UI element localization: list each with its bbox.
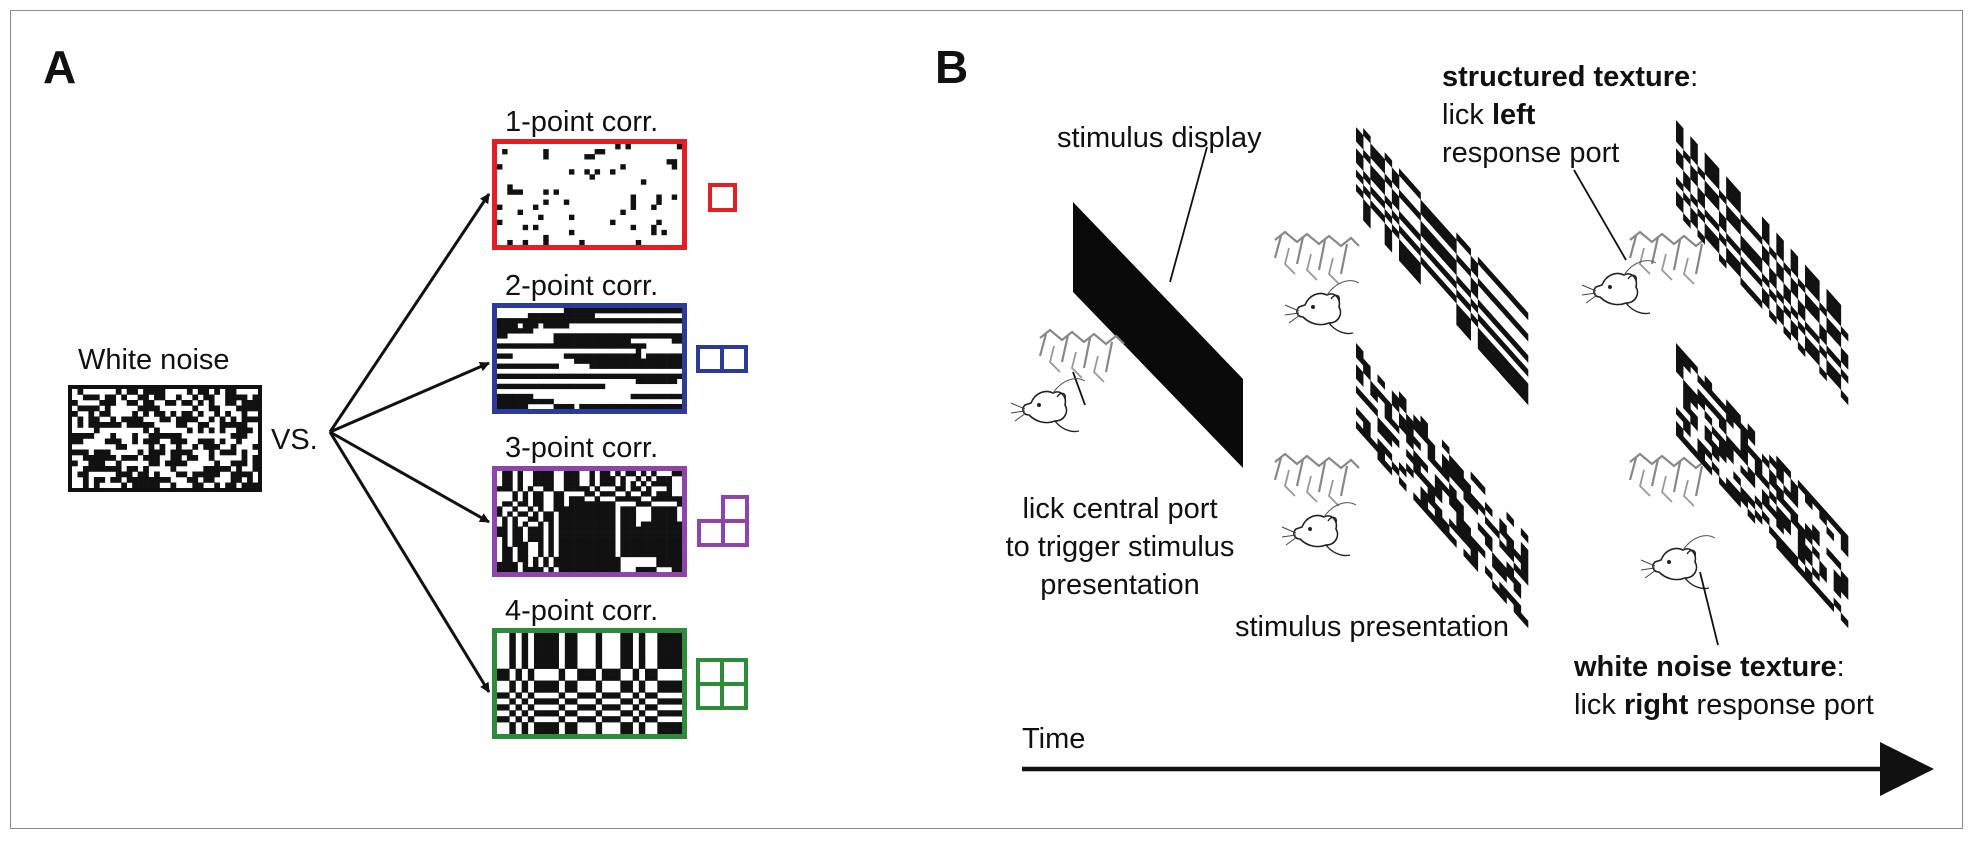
white-noise-response-port: response port: [1688, 689, 1874, 721]
arrow-2pt: [329, 361, 490, 434]
noise-texture-panel-2: [1676, 343, 1849, 629]
stimulus-display-label: stimulus display: [1057, 122, 1262, 154]
panel-a-label: A: [43, 41, 77, 93]
arrow-4pt: [328, 431, 491, 693]
title-3pt: 3-point corr.: [505, 432, 659, 464]
central-port-line-1: lick central port: [1022, 493, 1218, 525]
two-squares-icon: [696, 345, 748, 373]
four-squares-icon: [696, 658, 748, 710]
port-icon-initial: [1038, 328, 1126, 384]
vs-label: VS.: [271, 424, 318, 456]
structured-leader: [1573, 169, 1627, 261]
title-4pt: 4-point corr.: [505, 595, 659, 627]
texture-4pt: [492, 628, 687, 739]
central-port-line-3: presentation: [1040, 569, 1200, 601]
title-2pt: 2-point corr.: [505, 270, 659, 302]
structured-response-port: response port: [1442, 137, 1620, 169]
white-noise-title: White noise: [78, 344, 230, 376]
structured-texture-panel-1: [1356, 120, 1529, 406]
noise-leader: [1699, 571, 1719, 646]
structured-lick: lick: [1442, 99, 1492, 131]
central-port-leader: [1072, 371, 1086, 406]
single-square-icon: [708, 183, 737, 212]
rat-icon-structured-1: [1284, 279, 1360, 335]
title-1pt: 1-point corr.: [505, 106, 659, 138]
stimulus-presentation-label: stimulus presentation: [1235, 611, 1510, 643]
white-noise-texture-title: white noise texture: [1574, 651, 1837, 683]
port-icon-noise-1: [1273, 452, 1361, 508]
structured-texture-panel-2: [1676, 120, 1849, 406]
texture-2pt: [492, 303, 687, 414]
white-noise-colon: :: [1836, 651, 1845, 683]
central-port-label: lick central port to trigger stimulus pr…: [990, 490, 1250, 604]
white-noise-right: right: [1623, 689, 1689, 721]
rat-icon-initial: [1010, 377, 1086, 433]
noise-texture-panel-1: [1356, 343, 1529, 629]
three-squares-icon: [697, 495, 749, 547]
arrow-1pt: [328, 193, 491, 433]
rat-icon-noise-1: [1281, 501, 1357, 557]
texture-1pt: [492, 139, 687, 250]
structured-texture-label: structured texture: lick left response p…: [1442, 58, 1698, 172]
arrow-3pt: [329, 430, 490, 524]
structured-left: left: [1491, 99, 1536, 131]
panel-b-label: B: [935, 41, 969, 93]
stimulus-display-leader: [1169, 146, 1208, 283]
structured-colon: :: [1690, 61, 1699, 93]
texture-3pt: [492, 466, 687, 577]
white-noise-lick: lick: [1574, 689, 1624, 721]
time-label: Time: [1022, 723, 1086, 755]
white-noise-pattern: [72, 389, 259, 489]
central-port-line-2: to trigger stimulus: [1005, 531, 1235, 563]
port-icon-structured-1: [1273, 230, 1361, 286]
rat-icon-noise-2: [1640, 534, 1716, 590]
figure-frame: [10, 10, 1963, 829]
structured-texture-title: structured texture: [1442, 61, 1691, 93]
stimulus-display-screen: [1073, 202, 1243, 468]
white-noise-texture-label: white noise texture: lick right response…: [1574, 648, 1874, 724]
